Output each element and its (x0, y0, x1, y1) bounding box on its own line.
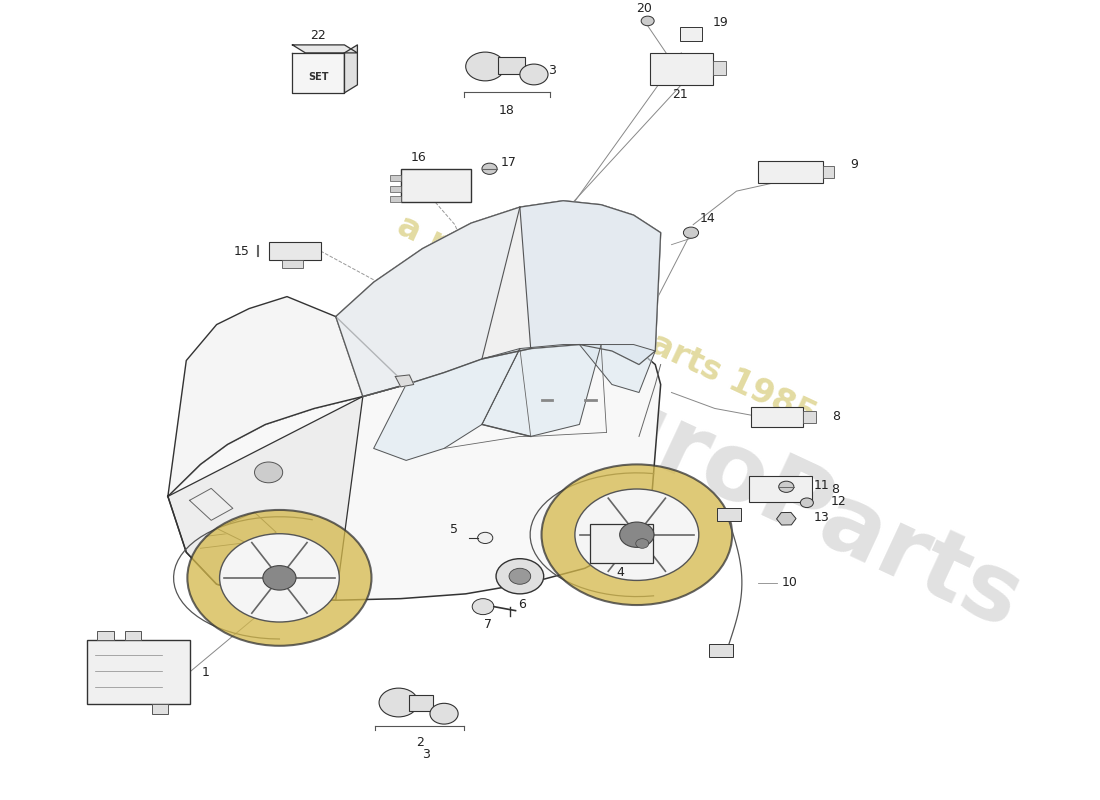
Bar (650, 53, 713, 85)
Text: 20: 20 (637, 2, 652, 14)
Text: SET: SET (308, 72, 329, 82)
Bar (803, 411, 815, 423)
Circle shape (520, 64, 548, 85)
Polygon shape (293, 53, 344, 93)
Bar (389, 175, 400, 181)
Bar (823, 166, 834, 178)
Text: 21: 21 (672, 88, 688, 101)
Text: 3: 3 (549, 64, 557, 77)
Text: 13: 13 (813, 510, 829, 524)
Circle shape (263, 566, 296, 590)
Text: 9: 9 (850, 158, 858, 171)
Circle shape (779, 481, 794, 492)
Bar (710, 644, 734, 657)
Text: 3: 3 (421, 748, 430, 761)
Text: 15: 15 (233, 245, 249, 258)
Bar (282, 260, 304, 268)
Circle shape (641, 16, 654, 26)
Circle shape (496, 558, 543, 594)
Circle shape (575, 489, 698, 581)
Text: 8: 8 (832, 410, 839, 423)
Text: euroParts: euroParts (525, 345, 1035, 648)
Bar (749, 476, 812, 502)
Bar (268, 242, 320, 260)
Polygon shape (168, 345, 661, 600)
Text: 1: 1 (201, 666, 210, 678)
Bar (389, 186, 400, 192)
Circle shape (430, 703, 458, 724)
Text: 6: 6 (518, 598, 526, 610)
Polygon shape (217, 512, 276, 544)
Bar (400, 169, 471, 202)
Bar (758, 161, 823, 183)
Circle shape (482, 163, 497, 174)
Text: 12: 12 (830, 494, 847, 508)
Circle shape (619, 522, 654, 547)
Bar (409, 694, 433, 710)
Polygon shape (580, 345, 656, 393)
Text: a passion for parts 1985: a passion for parts 1985 (392, 209, 822, 432)
Polygon shape (482, 345, 601, 437)
Text: 2: 2 (416, 736, 425, 749)
Text: 18: 18 (499, 104, 515, 117)
Circle shape (683, 227, 698, 238)
Text: 14: 14 (700, 212, 715, 225)
Circle shape (801, 498, 813, 507)
Circle shape (187, 510, 372, 646)
Bar (750, 407, 803, 427)
Text: 16: 16 (410, 151, 426, 164)
Polygon shape (374, 349, 520, 461)
Polygon shape (336, 201, 661, 397)
Bar (680, 26, 702, 41)
Circle shape (220, 534, 339, 622)
Text: 19: 19 (713, 16, 728, 29)
Circle shape (465, 52, 505, 81)
Polygon shape (520, 201, 661, 365)
Polygon shape (344, 45, 358, 93)
Bar (98, 630, 113, 640)
Circle shape (379, 688, 418, 717)
Circle shape (636, 538, 649, 548)
Bar (591, 524, 653, 562)
Text: 10: 10 (782, 576, 797, 589)
Circle shape (477, 532, 493, 543)
Polygon shape (336, 207, 520, 397)
Bar (124, 630, 141, 640)
Text: 17: 17 (502, 156, 517, 169)
Text: 11: 11 (813, 478, 829, 492)
Bar (152, 704, 168, 714)
Bar (713, 61, 726, 75)
Text: 4: 4 (617, 566, 625, 578)
Text: 5: 5 (450, 523, 458, 537)
Polygon shape (168, 297, 406, 496)
Circle shape (541, 465, 733, 605)
Bar (717, 508, 740, 521)
Bar (87, 640, 189, 704)
Circle shape (472, 598, 494, 614)
Circle shape (254, 462, 283, 482)
Polygon shape (293, 45, 358, 53)
Polygon shape (189, 488, 233, 520)
Polygon shape (168, 397, 363, 600)
Bar (498, 57, 526, 74)
Text: 22: 22 (310, 29, 327, 42)
Circle shape (509, 568, 530, 584)
Text: 8: 8 (830, 482, 838, 496)
Polygon shape (395, 375, 414, 387)
Text: 7: 7 (484, 618, 493, 630)
Bar (389, 196, 400, 202)
